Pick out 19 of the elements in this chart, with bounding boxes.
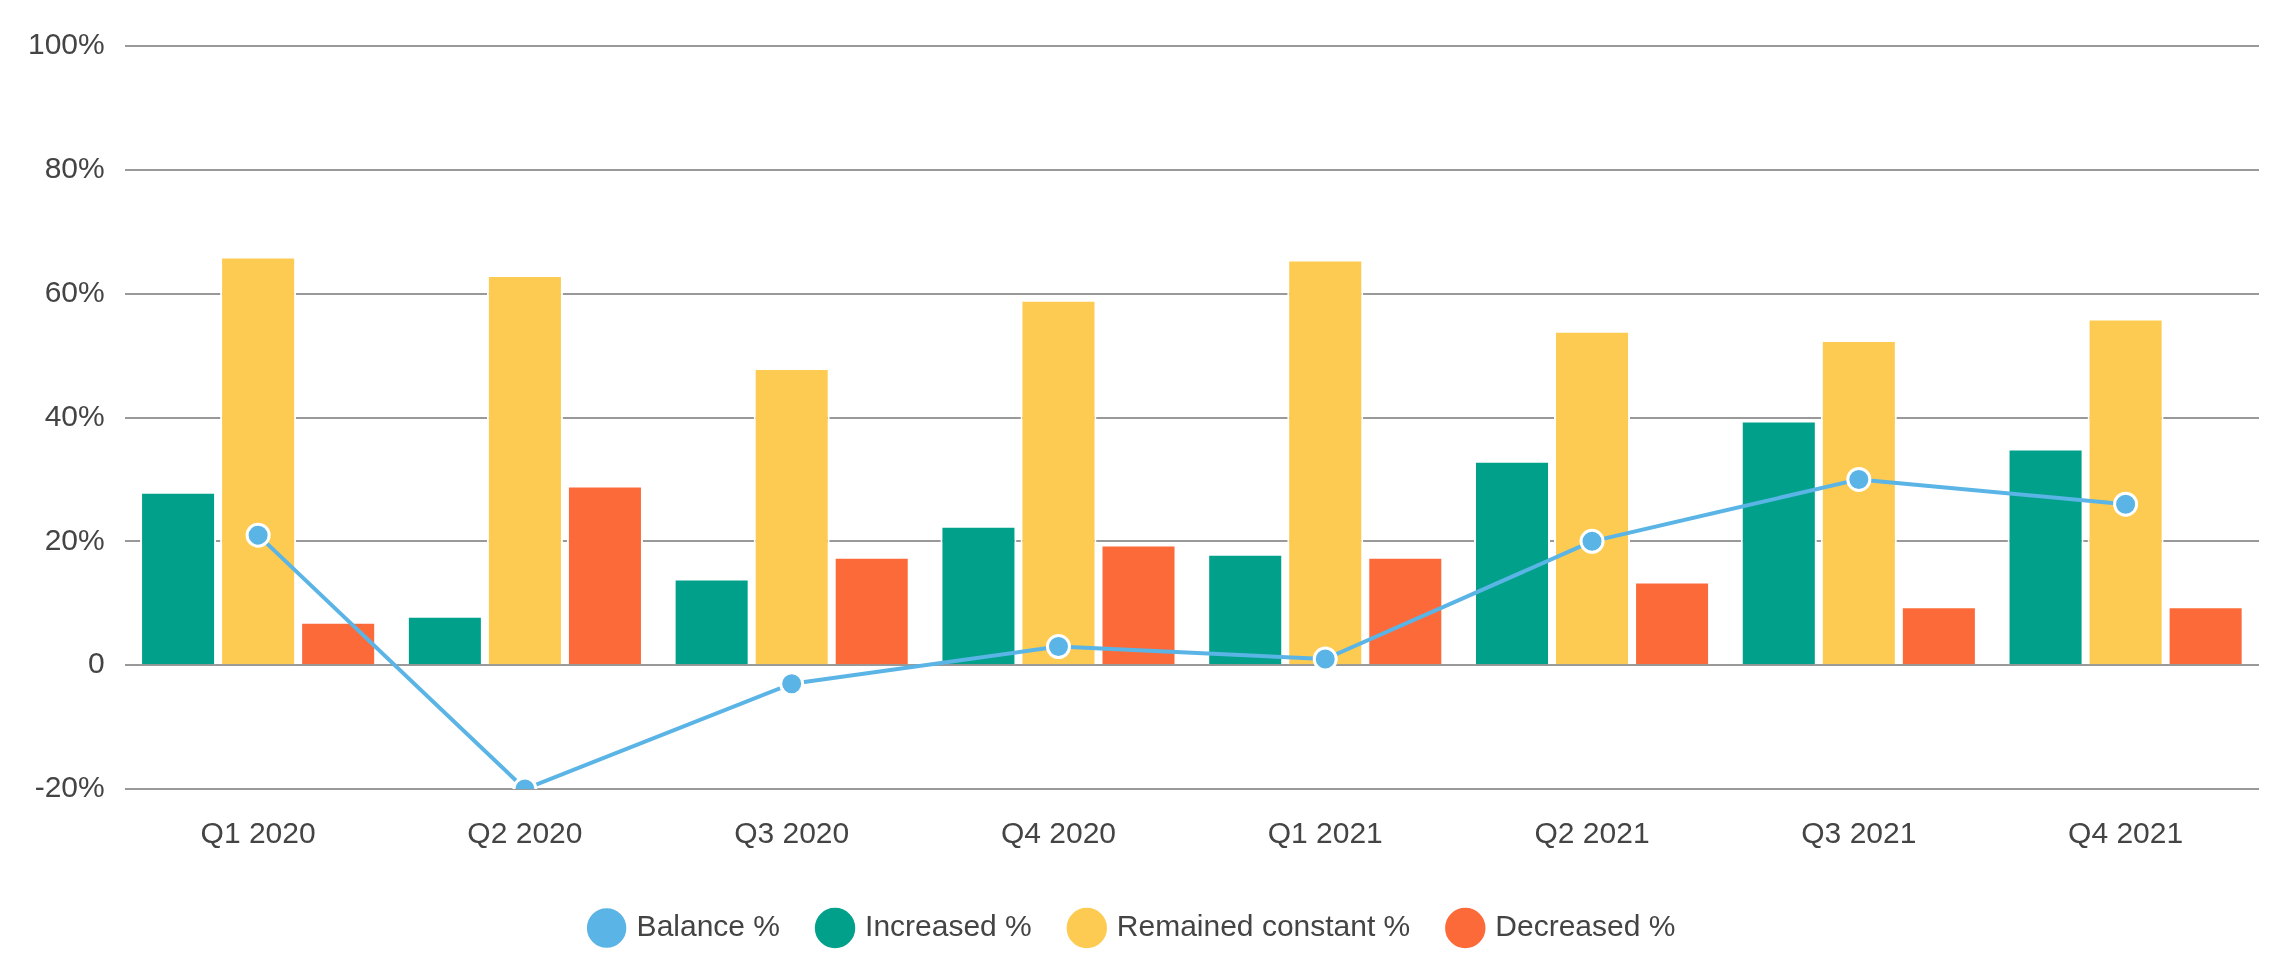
legend-label: Remained constant % xyxy=(1116,909,1411,943)
legend-label: Balance % xyxy=(636,909,781,943)
y-tick-label: 60% xyxy=(44,274,105,308)
x-tick-label: Q2 2021 xyxy=(1534,816,1650,850)
y-tick-label: 20% xyxy=(44,522,105,556)
x-tick-label: Q4 2020 xyxy=(1000,816,1117,850)
legend-label: Increased % xyxy=(865,909,1032,943)
y-tick-label: 100% xyxy=(27,27,105,61)
x-tick-label: Q4 2021 xyxy=(2068,816,2184,850)
x-tick-label: Q3 2021 xyxy=(1801,816,1917,850)
legend-label: Decreased % xyxy=(1495,909,1676,943)
y-tick-label: 40% xyxy=(44,398,105,432)
x-tick-label: Q2 2020 xyxy=(467,816,583,850)
x-tick-label: Q1 2021 xyxy=(1267,816,1383,850)
y-tick-label: -20% xyxy=(34,770,105,804)
x-tick-label: Q3 2020 xyxy=(734,816,850,850)
x-tick-label: Q1 2020 xyxy=(200,816,316,850)
y-tick-label: 80% xyxy=(44,151,105,185)
y-tick-label: 0 xyxy=(88,646,105,680)
